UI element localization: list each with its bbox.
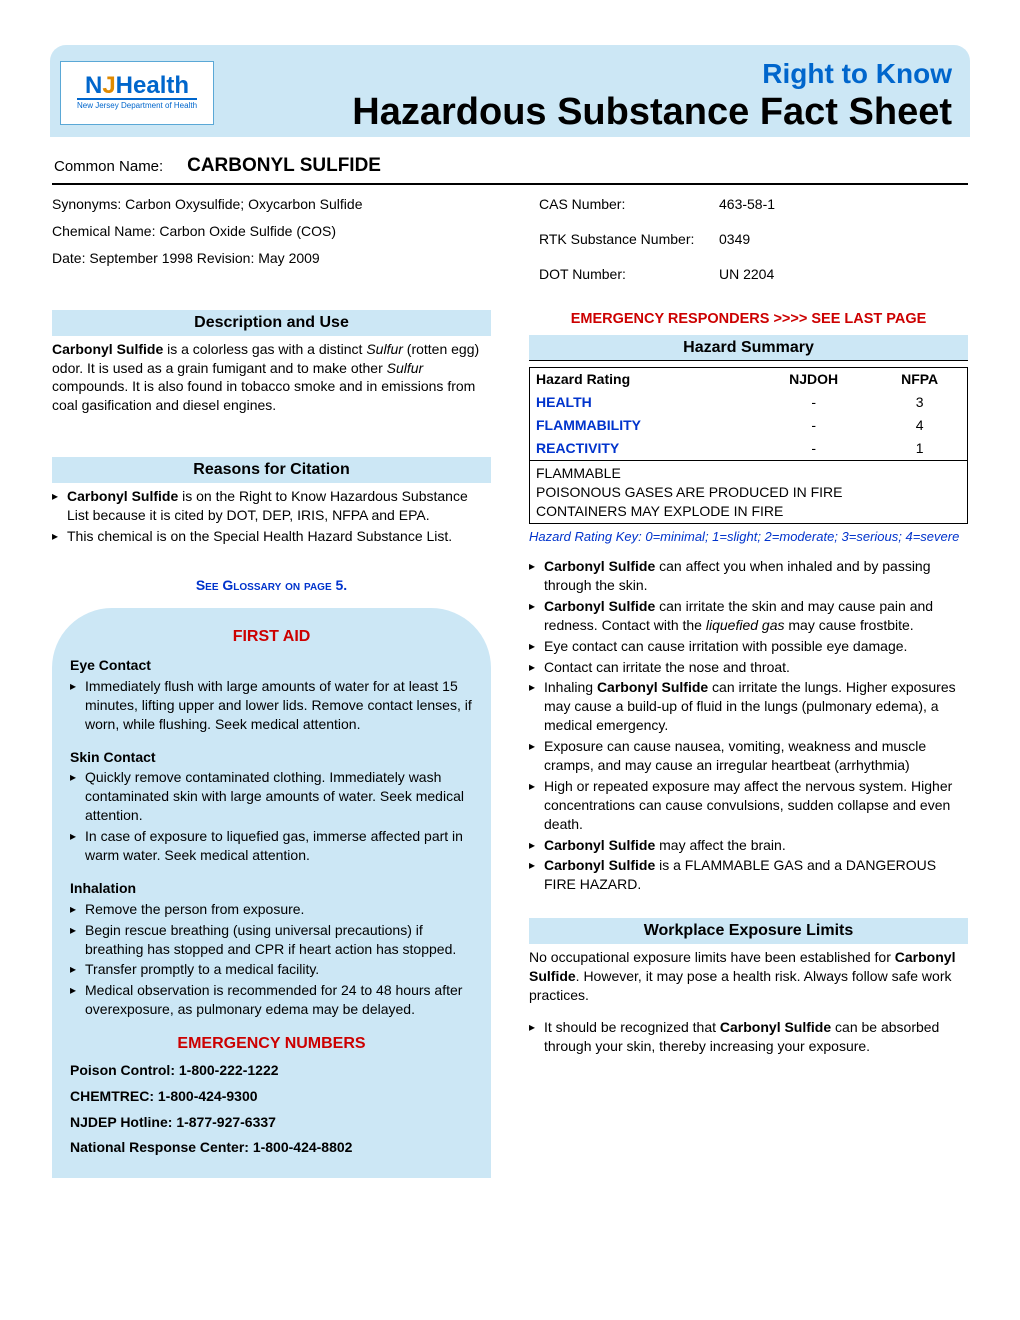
dot-value: UN 2204 [719, 265, 968, 284]
page-title: Hazardous Substance Fact Sheet [222, 93, 952, 131]
hazard-table: Hazard RatingNJDOHNFPA HEALTH-3 FLAMMABI… [529, 367, 968, 523]
rtk-label: RTK Substance Number: [539, 230, 719, 249]
chemical-name: Chemical Name: Carbon Oxide Sulfide (COS… [52, 222, 481, 241]
reasons-header: Reasons for Citation [52, 457, 491, 483]
exposure-limits-header: Workplace Exposure Limits [529, 918, 968, 944]
first-aid-title: FIRST AID [70, 626, 473, 648]
cas-value: 463-58-1 [719, 195, 968, 214]
rtk-value: 0349 [719, 230, 968, 249]
description-header: Description and Use [52, 310, 491, 336]
dates: Date: September 1998 Revision: May 2009 [52, 249, 481, 268]
header-banner: NJHealth New Jersey Department of Health… [50, 45, 970, 137]
right-to-know-label: Right to Know [222, 55, 952, 93]
first-aid-box: FIRST AID Eye Contact Immediately flush … [52, 608, 491, 1178]
exposure-limits-list: It should be recognized that Carbonyl Su… [529, 1018, 968, 1056]
description-body: Carbonyl Sulfide is a colorless gas with… [52, 340, 491, 416]
exposure-limits-body: No occupational exposure limits have bee… [529, 948, 968, 1005]
effects-list: Carbonyl Sulfide can affect you when inh… [529, 557, 968, 894]
cas-label: CAS Number: [539, 195, 719, 214]
common-name-row: Common Name: CARBONYL SULFIDE [52, 149, 968, 186]
glossary-note: See Glossary on page 5. [52, 576, 491, 595]
synonyms: Synonyms: Carbon Oxysulfide; Oxycarbon S… [52, 195, 481, 214]
hazard-summary-header: Hazard Summary [529, 335, 968, 362]
emergency-numbers-title: EMERGENCY NUMBERS [70, 1033, 473, 1055]
hazard-rating-key: Hazard Rating Key: 0=minimal; 1=slight; … [529, 528, 968, 546]
dot-label: DOT Number: [539, 265, 719, 284]
emergency-responders-note: EMERGENCY RESPONDERS >>>> SEE LAST PAGE [529, 310, 968, 330]
njhealth-logo: NJHealth New Jersey Department of Health [60, 61, 214, 125]
metadata-block: Synonyms: Carbon Oxysulfide; Oxycarbon S… [52, 195, 968, 292]
emergency-numbers-list: Poison Control: 1-800-222-1222 CHEMTREC:… [70, 1061, 473, 1158]
reasons-list: Carbonyl Sulfide is on the Right to Know… [52, 487, 491, 546]
